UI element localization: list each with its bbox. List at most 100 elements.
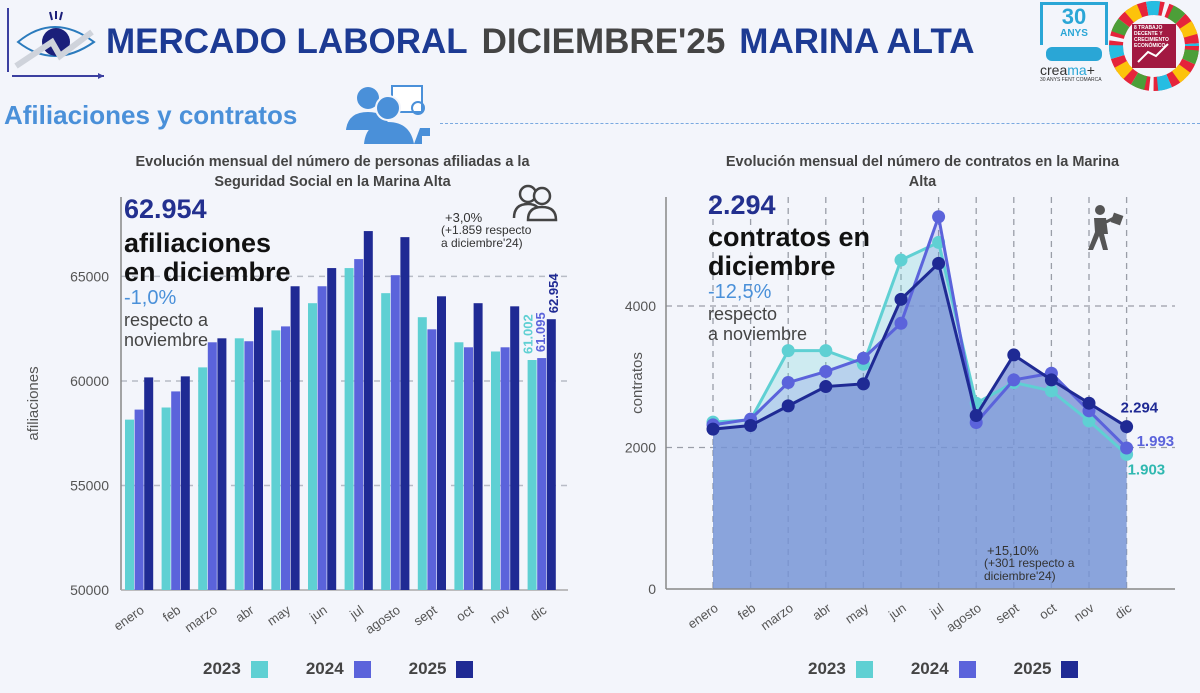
x-tick-label: agosto xyxy=(943,600,984,635)
right-pct: -12,5% xyxy=(708,281,772,303)
point-2023-abr xyxy=(819,344,833,358)
left-pct: -1,0% xyxy=(124,287,177,309)
left-yoy-line1: (+1.859 respecto xyxy=(441,223,532,237)
walking-worker-briefcase-icon xyxy=(1088,205,1124,250)
eye-growth-chart-icon xyxy=(7,8,104,79)
bar-2025-dic xyxy=(546,319,556,590)
legend-swatch-2023 xyxy=(250,660,268,678)
point-2025-enero xyxy=(706,422,720,436)
x-tick-label: enero xyxy=(111,602,147,633)
bar-2023-jul xyxy=(344,268,354,590)
point-2024-jun xyxy=(894,316,908,330)
left-kpi-line2: en diciembre xyxy=(124,257,291,287)
point-2023-jun xyxy=(894,253,908,267)
legend-2025: 2025 xyxy=(1013,659,1052,678)
right-resp-line1: respecto xyxy=(708,304,778,324)
point-2025-dic xyxy=(1120,420,1134,434)
x-tick-label: jun xyxy=(306,602,330,625)
bar-2024-nov xyxy=(500,347,510,590)
point-2024-dic xyxy=(1120,441,1134,455)
bar-2025-sept xyxy=(437,296,446,590)
bar-2024-jun xyxy=(317,286,327,590)
legend-swatch-2024 xyxy=(958,660,976,678)
x-tick-label: nov xyxy=(1071,600,1097,625)
x-tick-label: feb xyxy=(735,600,758,623)
right-yoy-pct: +15,10% xyxy=(987,543,1039,558)
section-divider xyxy=(440,123,1200,124)
x-tick-label: enero xyxy=(685,600,721,631)
affiliations-bar-chart: 50000 55000 60000 65000 afiliaciones enero feb… xyxy=(25,197,568,637)
x-tick-label: sept xyxy=(411,602,440,629)
right-kpi: 2.294 contratos en diciembre -12,5% resp… xyxy=(708,190,870,344)
data-label-2023: 1.903 xyxy=(1128,461,1166,478)
right-kpi-line1: contratos en xyxy=(708,222,871,252)
left-kpi-line1: afiliaciones xyxy=(124,228,272,258)
bar-2025-abr xyxy=(254,307,263,590)
bar-2023-jun xyxy=(308,303,317,590)
x-tick-label: marzo xyxy=(182,602,220,635)
bar-2023-oct xyxy=(454,342,464,590)
contracts-area-chart: 0 2000 4000 contratos enero feb marzo abr may jun… xyxy=(625,197,1175,635)
point-2023-marzo xyxy=(781,344,795,358)
x-tick-label: abr xyxy=(810,600,835,623)
y-axis-label: contratos xyxy=(629,352,646,414)
x-tick-label: oct xyxy=(1036,600,1059,622)
left-kpi: 62.954 afiliaciones en diciembre -1,0% r… xyxy=(124,194,291,350)
point-2025-oct xyxy=(1044,373,1058,387)
x-tick-label: oct xyxy=(453,602,476,624)
data-label-2025: 2.294 xyxy=(1121,400,1159,417)
legend-swatch-2023 xyxy=(855,660,873,678)
bar-2023-dic xyxy=(527,360,537,590)
data-label-2025: 62.954 xyxy=(546,273,561,314)
people-workplace-icon xyxy=(346,85,430,144)
right-chart-title: Evolución mensual del número de contrato… xyxy=(680,152,1165,192)
bar-2023-nov xyxy=(491,351,500,590)
y-tick-label: 4000 xyxy=(625,298,656,314)
point-2025-may xyxy=(856,377,870,391)
bar-2025-agosto xyxy=(400,237,410,590)
bar-2024-dic xyxy=(537,358,547,590)
title-region: MARINA ALTA xyxy=(739,22,975,61)
point-2024-may xyxy=(856,351,870,365)
left-chart-title-line2: Seguridad Social en la Marina Alta xyxy=(214,174,451,190)
creama-30-anys-logo: 30 ANYS creama+ 30 ANYS FENT COMARCA xyxy=(1040,2,1108,88)
point-2024-sept xyxy=(1007,373,1021,387)
bar-2023-abr xyxy=(234,338,244,590)
legend-swatch-2024 xyxy=(353,660,371,678)
right-legend: 2023 2024 2025 xyxy=(808,659,1106,679)
bar-2024-agosto xyxy=(390,275,400,590)
bar-2025-nov xyxy=(510,306,520,590)
bar-2024-feb xyxy=(171,391,181,590)
x-tick-label: may xyxy=(842,600,871,627)
point-2025-agosto xyxy=(969,409,983,423)
left-kpi-value: 62.954 xyxy=(124,194,207,224)
x-tick-label: jul xyxy=(926,600,946,620)
legend-2024: 2024 xyxy=(910,659,949,678)
bar-2024-marzo xyxy=(207,342,217,590)
right-kpi-line2: diciembre xyxy=(708,251,836,281)
bar-2024-abr xyxy=(244,341,254,590)
point-2024-marzo xyxy=(781,376,795,390)
right-yoy-note: +15,10% (+301 respecto a diciembre'24) xyxy=(984,544,1074,583)
point-2025-jul xyxy=(932,256,946,270)
y-tick-label: 60000 xyxy=(70,373,109,389)
legend-swatch-2025 xyxy=(456,660,474,678)
people-icon xyxy=(512,184,558,222)
title-month: DICIEMBRE'25 xyxy=(481,22,726,61)
point-2025-feb xyxy=(744,418,758,432)
left-yoy-pct: +3,0% xyxy=(445,210,483,225)
left-chart-title: Evolución mensual del número de personas… xyxy=(90,152,575,192)
line-2025 xyxy=(712,260,1128,431)
bar-2023-enero xyxy=(125,419,134,590)
area-2025 xyxy=(713,263,1127,589)
point-2025-marzo xyxy=(781,399,795,413)
x-tick-label: sept xyxy=(993,600,1022,627)
x-tick-label: jun xyxy=(885,600,909,623)
y-tick-label: 50000 xyxy=(70,582,109,598)
y-tick-label: 2000 xyxy=(625,439,656,455)
x-tick-label: nov xyxy=(487,602,513,627)
bar-2023-feb xyxy=(161,407,171,590)
x-tick-label: marzo xyxy=(758,600,796,633)
point-2025-nov xyxy=(1082,396,1096,410)
data-label-2024: 61.095 xyxy=(533,312,548,352)
